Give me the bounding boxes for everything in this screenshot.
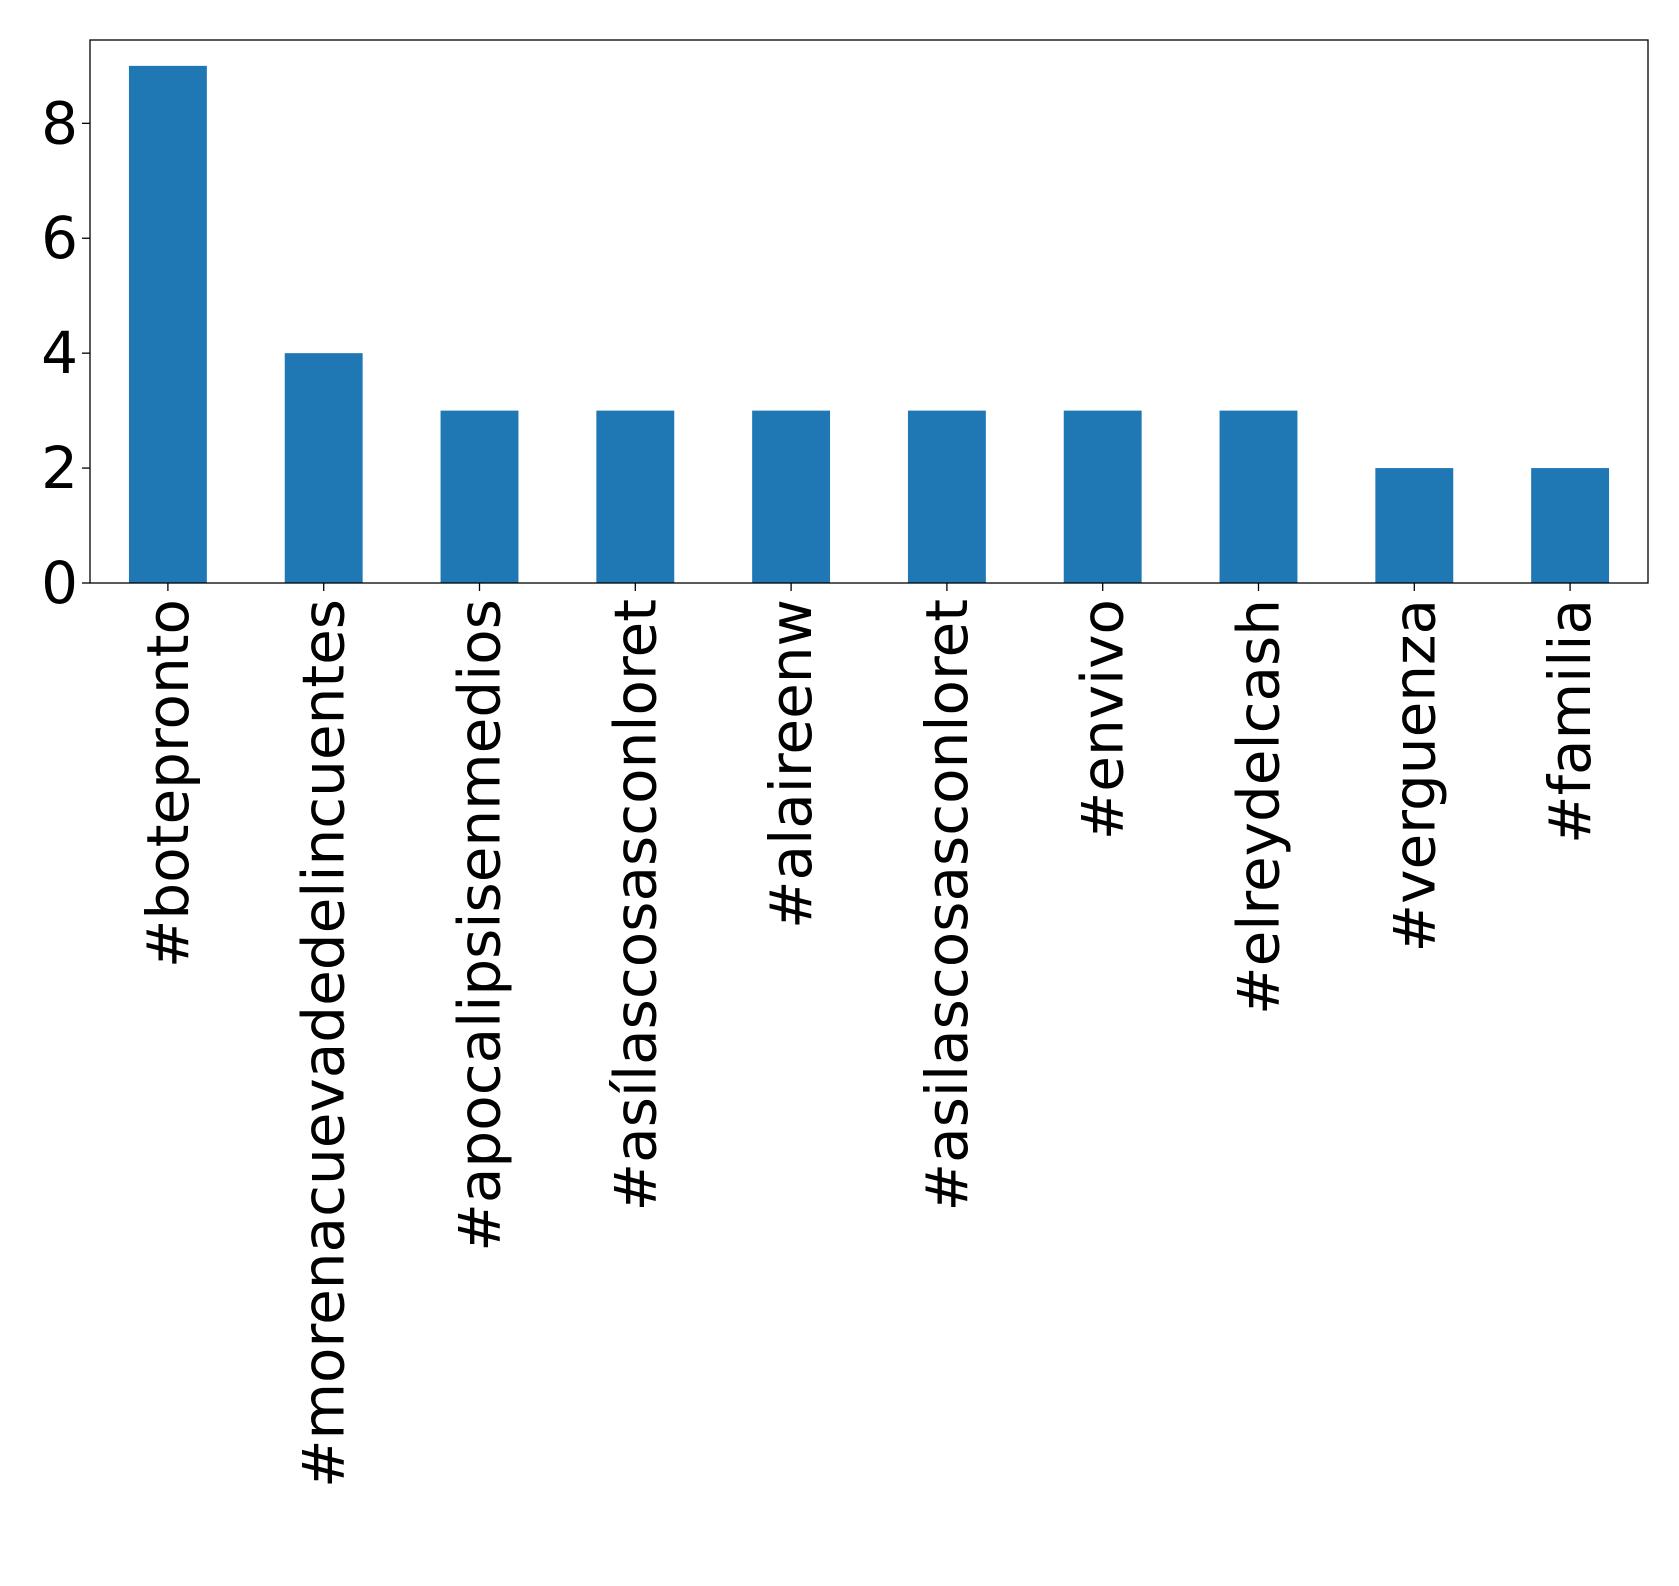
y-tick-label: 4	[41, 319, 78, 387]
y-tick-label: 8	[41, 89, 78, 157]
x-tick-label: #botepronto	[134, 599, 202, 968]
bar	[128, 65, 207, 584]
y-tick-label: 0	[41, 549, 78, 617]
x-tick-label: #familia	[1536, 599, 1604, 844]
bar	[596, 410, 675, 583]
bar	[1531, 468, 1610, 583]
x-tick-label: #apocalipsisenmedios	[446, 599, 514, 1252]
x-axis: #botepronto #morenacuevadedelincuentes #ap…	[134, 583, 1604, 1488]
bar	[1219, 410, 1298, 583]
y-tick-label: 2	[41, 434, 78, 502]
bars-layer	[128, 65, 1610, 584]
bar	[1063, 410, 1142, 583]
plot-frame	[89, 39, 1649, 584]
x-tick-label: #asilascosasconloret	[913, 599, 981, 1211]
x-tick-label: #asílascosasconloret	[601, 599, 669, 1211]
y-axis: 0 2 4 6 8	[41, 89, 90, 617]
bar	[440, 410, 519, 583]
x-tick-label: #elreydelcash	[1225, 599, 1293, 1015]
x-tick-label: #alaireenw	[757, 599, 825, 929]
x-tick-label: #verguenza	[1380, 599, 1448, 952]
bar	[752, 410, 831, 583]
x-tick-label: #envivo	[1069, 599, 1137, 840]
x-tick-label: #morenacuevadedelincuentes	[290, 599, 358, 1488]
bar	[284, 353, 363, 583]
bar	[907, 410, 986, 583]
bar	[1375, 468, 1454, 583]
y-tick-label: 6	[41, 204, 78, 272]
